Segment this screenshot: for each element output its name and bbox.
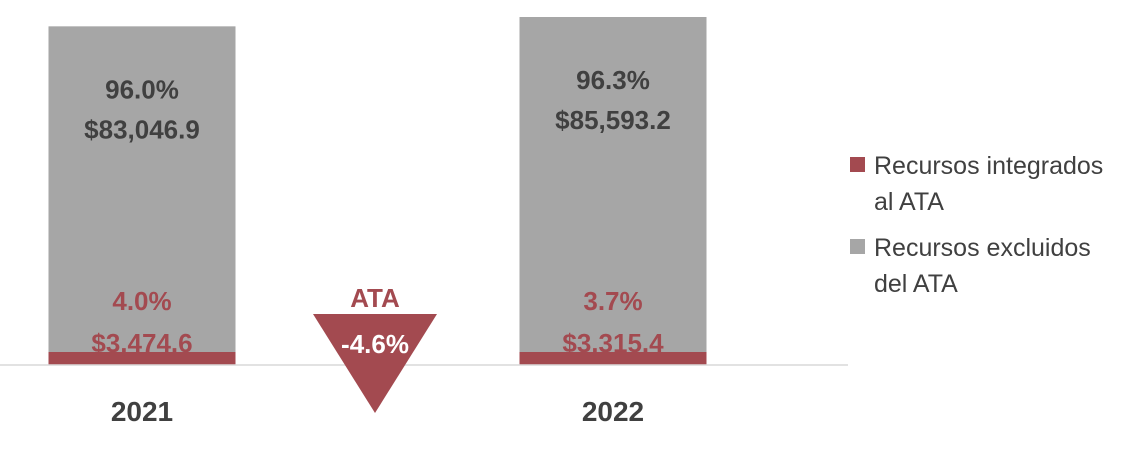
- ata-annotation: ATA -4.6%: [313, 283, 437, 413]
- label-integrados-value-2021: $3,474.6: [91, 328, 192, 358]
- label-excluidos-pct-2021: 96.0%: [105, 74, 179, 104]
- legend-item-integrados: Recursos integrados al ATA: [850, 148, 1140, 220]
- x-tick-label-2022: 2022: [582, 396, 644, 427]
- legend-swatch-excluidos: [850, 239, 865, 254]
- label-excluidos-value-2022: $85,593.2: [555, 105, 671, 135]
- label-integrados-pct-2022: 3.7%: [583, 286, 642, 316]
- label-integrados-pct-2021: 4.0%: [112, 286, 171, 316]
- bar-excluidos-2022: [519, 17, 707, 352]
- x-tick-label-2021: 2021: [111, 396, 173, 427]
- label-excluidos-pct-2022: 96.3%: [576, 65, 650, 95]
- legend-label-excluidos: Recursos excluidos del ATA: [874, 234, 1091, 298]
- bar-integrados-2022: [519, 352, 707, 365]
- legend: Recursos integrados al ATA Recursos excl…: [850, 148, 1140, 312]
- legend-item-excluidos: Recursos excluidos del ATA: [850, 230, 1140, 302]
- bar-integrados-2021: [48, 352, 236, 365]
- ata-change-value: -4.6%: [341, 329, 409, 359]
- label-integrados-value-2022: $3,315.4: [562, 328, 664, 358]
- legend-swatch-integrados: [850, 157, 865, 172]
- ata-down-triangle: [313, 314, 437, 413]
- label-excluidos-value-2021: $83,046.9: [84, 114, 200, 144]
- bar-excluidos-2021: [48, 26, 236, 353]
- legend-label-integrados: Recursos integrados al ATA: [874, 152, 1104, 216]
- ata-title: ATA: [350, 283, 400, 313]
- labels-layer: 96.0% $83,046.9 4.0% $3,474.6 2021 96.3% $85,5…: [84, 65, 671, 427]
- bars-layer: [48, 17, 707, 365]
